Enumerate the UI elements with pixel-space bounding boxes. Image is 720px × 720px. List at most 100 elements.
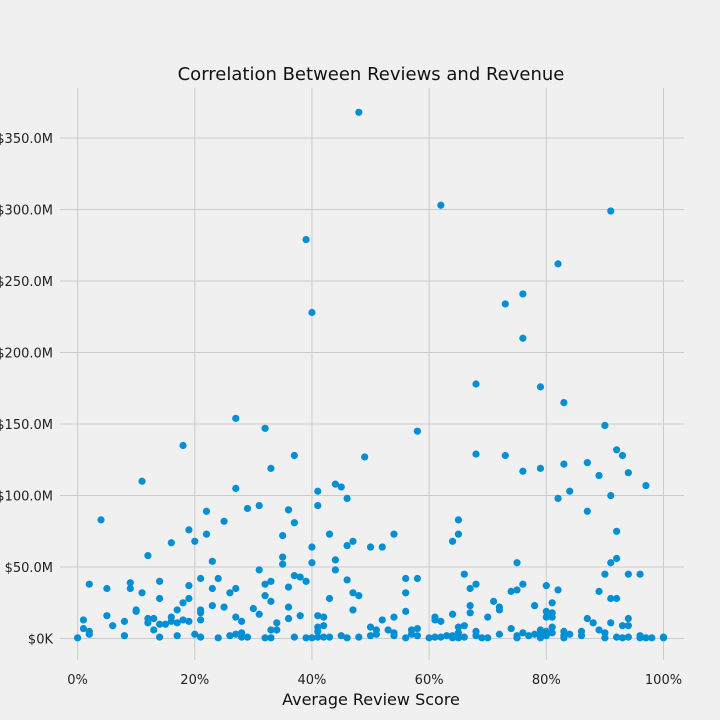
data-point: [618, 451, 627, 460]
data-point: [613, 554, 621, 563]
data-point: [120, 632, 129, 640]
data-point: [536, 464, 545, 472]
data-point: [472, 450, 480, 458]
data-point: [343, 634, 351, 642]
data-point: [607, 207, 615, 215]
data-point: [249, 604, 257, 613]
data-point: [355, 633, 363, 641]
data-point: [343, 494, 351, 503]
data-point: [583, 614, 591, 623]
y-tick-label: $200.0M: [0, 347, 53, 362]
data-point: [220, 603, 228, 611]
data-point: [185, 526, 193, 534]
data-point: [337, 483, 345, 491]
data-point: [238, 617, 246, 625]
data-point: [202, 530, 211, 538]
data-point: [302, 235, 310, 244]
data-point: [208, 602, 216, 610]
data-point: [156, 577, 164, 585]
data-point: [232, 613, 240, 621]
x-tick-label: 60%: [415, 673, 444, 688]
data-point: [525, 632, 533, 640]
data-point: [448, 610, 457, 618]
data-point: [601, 634, 609, 642]
data-point: [161, 620, 170, 628]
data-point: [138, 589, 146, 597]
data-point: [144, 619, 152, 627]
data-point: [361, 453, 369, 461]
data-point: [126, 579, 134, 587]
data-point: [548, 629, 556, 637]
data-point: [273, 626, 281, 634]
data-point: [185, 594, 193, 603]
data-point: [349, 606, 357, 614]
data-point: [343, 576, 351, 584]
data-point: [197, 574, 205, 583]
data-point: [308, 543, 316, 551]
data-point: [331, 556, 339, 564]
data-point: [601, 421, 609, 430]
data-point: [325, 633, 334, 641]
data-point: [355, 592, 363, 600]
data-point: [156, 594, 164, 603]
data-point: [320, 613, 328, 621]
x-tick-label: 100%: [645, 673, 682, 688]
data-point: [431, 616, 439, 624]
data-point: [642, 481, 650, 490]
data-point: [566, 630, 574, 638]
data-point: [372, 630, 380, 638]
data-point: [607, 559, 615, 567]
data-point: [542, 632, 550, 640]
data-point: [167, 617, 175, 625]
data-point: [173, 632, 181, 640]
data-point: [320, 622, 328, 630]
data-point: [519, 290, 527, 298]
data-point: [413, 632, 422, 640]
data-point: [138, 477, 146, 485]
data-point: [314, 612, 322, 620]
data-point: [454, 516, 463, 524]
data-point: [355, 108, 363, 116]
data-point: [560, 399, 568, 407]
data-point: [331, 566, 339, 574]
y-tick-label: $350.0M: [0, 132, 53, 147]
data-point: [349, 589, 357, 597]
data-point: [214, 574, 222, 583]
data-point: [314, 633, 322, 641]
data-point: [378, 616, 386, 624]
data-point: [320, 633, 328, 641]
data-point: [238, 633, 246, 641]
data-point: [642, 634, 650, 642]
data-point: [613, 446, 621, 454]
x-tick-label: 40%: [297, 673, 326, 688]
data-point: [173, 606, 181, 614]
data-point: [618, 622, 627, 630]
x-tick-label: 80%: [532, 673, 561, 688]
data-point: [296, 612, 304, 620]
data-point: [85, 630, 93, 638]
data-point: [478, 634, 486, 642]
data-point: [437, 201, 445, 209]
y-tick-labels: $0K $50.0M $100.0M $150.0M $200.0M $250.0M $30…: [0, 132, 53, 647]
data-point: [97, 516, 105, 524]
data-point: [185, 582, 193, 590]
data-point: [208, 584, 216, 593]
data-point: [243, 504, 252, 513]
data-point: [484, 634, 492, 642]
data-point: [79, 624, 88, 633]
data-point: [390, 613, 398, 621]
data-point: [407, 630, 416, 638]
data-point: [548, 613, 556, 621]
data-point: [613, 594, 621, 603]
grid: [60, 88, 684, 660]
data-point: [378, 543, 386, 551]
data-point: [513, 559, 521, 567]
data-point: [507, 587, 515, 595]
data-point: [279, 553, 287, 561]
data-point: [232, 584, 240, 593]
data-point: [243, 633, 252, 641]
data-point: [443, 632, 451, 640]
data-point: [343, 542, 351, 550]
data-point: [85, 580, 93, 588]
data-point: [226, 589, 234, 597]
